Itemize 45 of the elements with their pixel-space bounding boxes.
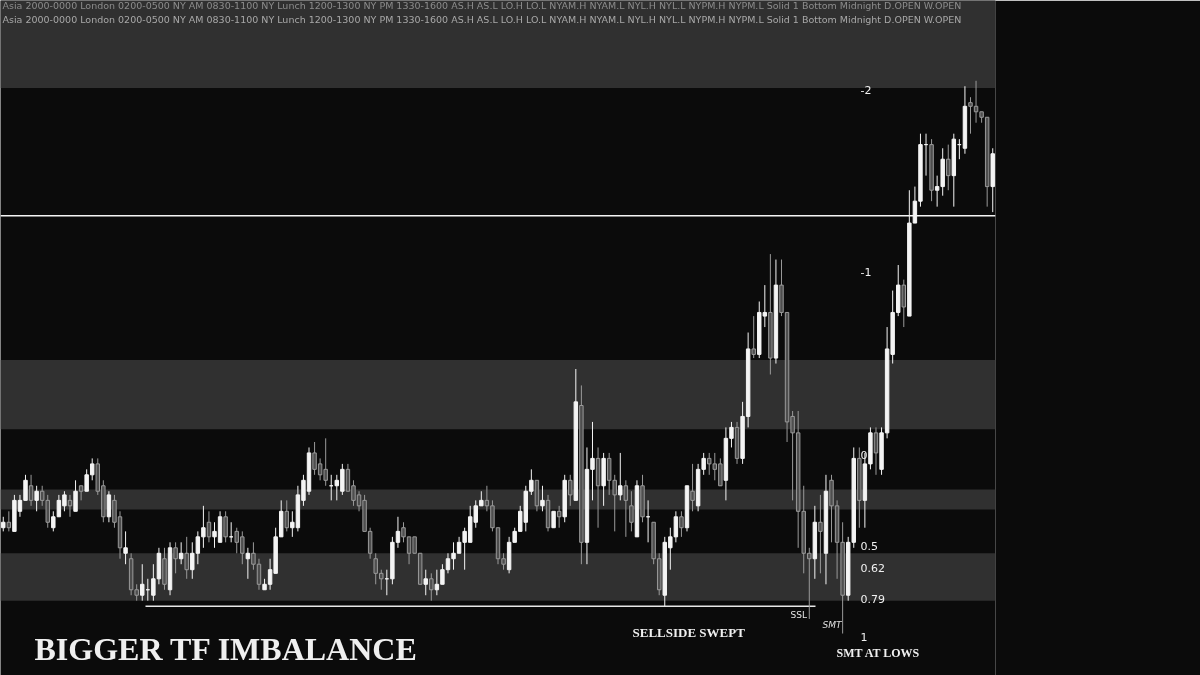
annotation: Asia 2000-0000 London 0200-0500 NY AM 0830-1100 NY Lunch 1200-1300 NY PM 1330-1600 AS.H AS.L LO.H LO.L NYAM.H NYAM.L NYL.H NYL.L NYPM.H NYPM.L Solid 1 Bottom Midnight D.OPEN W.OPEN — [2, 14, 962, 25]
annotation: SELLSIDE SWEPT — [632, 625, 746, 640]
y-tick-label: -2 — [860, 83, 872, 97]
candlestick — [556, 505, 562, 529]
candlestick — [73, 479, 78, 512]
candlestick — [228, 521, 234, 543]
candlestick — [540, 485, 545, 512]
candlestick — [873, 426, 879, 476]
candlestick — [256, 558, 262, 591]
annotation: SMT AT LOWS — [836, 645, 920, 660]
candlestick — [690, 463, 695, 512]
candlestick — [818, 494, 823, 574]
candlestick — [223, 510, 228, 543]
candlestick — [946, 144, 951, 191]
candlestick — [623, 479, 629, 538]
candlestick — [251, 541, 256, 571]
y-tick-label: 0.5 — [860, 539, 878, 553]
candlestick — [106, 490, 112, 523]
candlestick — [245, 547, 251, 580]
candlestick — [568, 474, 573, 507]
candlestick — [901, 279, 907, 328]
candlestick — [629, 490, 634, 532]
y-tick-label: 0.79 — [860, 592, 885, 606]
candlestick — [178, 541, 184, 565]
candlestick — [123, 530, 128, 565]
candlestick — [429, 572, 434, 602]
candlestick — [6, 510, 12, 532]
text: BIGGER TF IMBALANCE — [34, 630, 417, 667]
candlestick — [206, 510, 212, 543]
ref-line-label: SSL — [790, 610, 807, 621]
y-tick-label: 1 — [860, 631, 868, 645]
candlestick — [34, 485, 39, 512]
candlestick — [184, 536, 189, 580]
y-tick-label: 0.62 — [860, 561, 885, 575]
annotation: Asia 2000-0000 London 0200-0500 NY AM 0830-1100 NY Lunch 1200-1300 NY PM 1330-1600 AS.H AS.L LO.H LO.L NYAM.H NYAM.L NYL.H NYL.L NYPM.H NYPM.L Solid 1 Bottom Midnight D.OPEN W.OPEN — [2, 0, 962, 11]
candlestick — [751, 315, 756, 359]
candlestick — [618, 452, 623, 501]
candlestick — [284, 499, 289, 532]
annotation: SMT — [822, 619, 843, 630]
candlestick — [423, 569, 428, 596]
candlestick — [28, 474, 34, 507]
candlestick — [173, 541, 178, 574]
candlestick — [679, 510, 684, 538]
candlestick — [78, 485, 84, 501]
y-tick-label: -1 — [860, 266, 872, 280]
